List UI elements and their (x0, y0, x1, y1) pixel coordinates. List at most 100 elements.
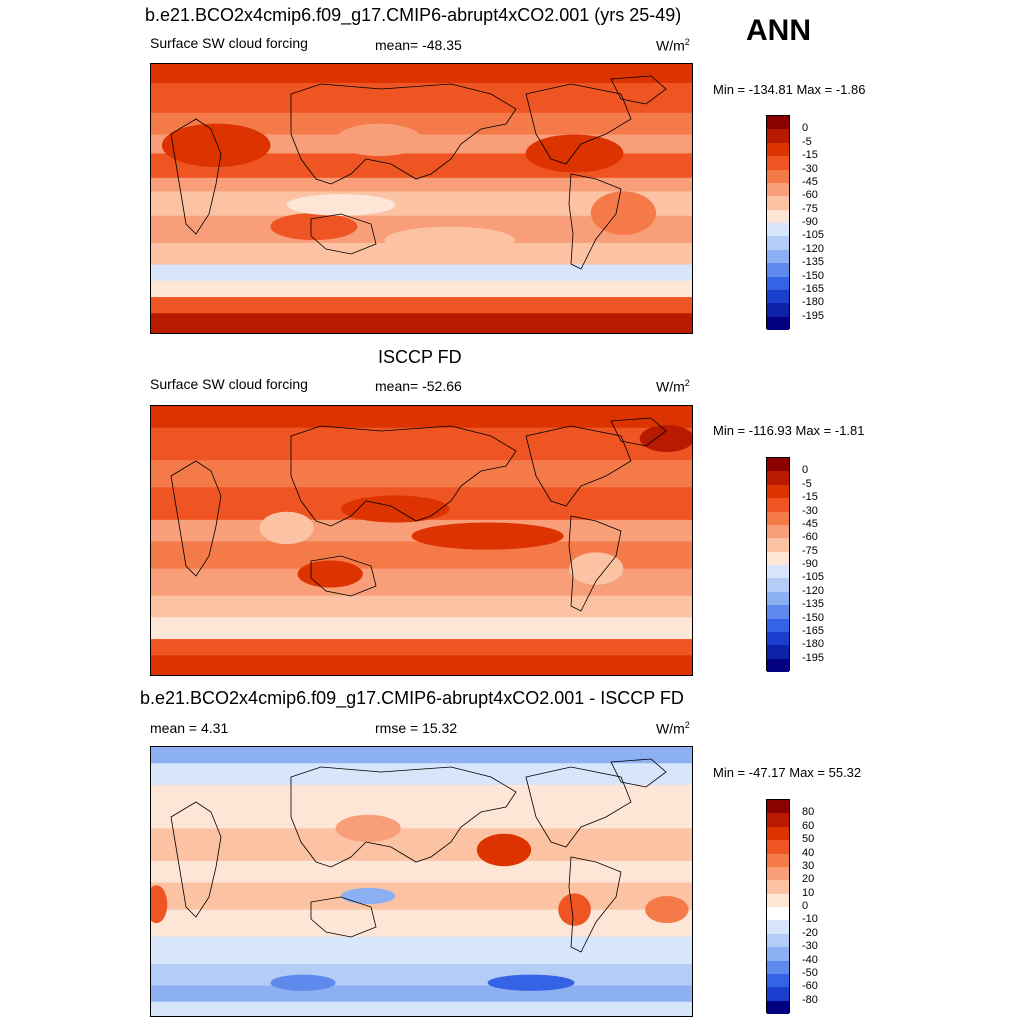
panel-1-units: W/m2 (656, 37, 690, 54)
field-band (151, 264, 692, 282)
field-blob (558, 893, 591, 926)
colorbar-swatch (767, 866, 789, 881)
panel-2-variable-label: Surface SW cloud forcing (150, 376, 308, 392)
panel-2-units: W/m2 (656, 378, 690, 395)
field-band (151, 64, 692, 84)
map-canvas (151, 64, 692, 333)
field-band (151, 242, 692, 266)
field-band (151, 595, 692, 619)
colorbar-swatch (767, 169, 789, 183)
colorbar-swatch (767, 511, 789, 525)
field-blob (569, 552, 624, 585)
colorbar-tick-label: -120 (802, 242, 825, 255)
coastline (568, 173, 622, 270)
coastline (310, 213, 377, 255)
colorbar-swatch (767, 196, 789, 210)
colorbar-swatch (767, 618, 789, 632)
field-blob (411, 522, 564, 550)
colorbar-tick-label: -75 (802, 202, 818, 215)
colorbar-swatch (767, 933, 789, 948)
colorbar-swatch (767, 249, 789, 264)
colorbar-tick-label: -135 (802, 598, 825, 611)
colorbar-tick-label: -30 (802, 162, 818, 175)
coastline (170, 801, 222, 918)
field-band (151, 112, 692, 136)
colorbar-swatch (767, 813, 789, 827)
field-blob (259, 511, 314, 545)
panel-1-colorbar (766, 115, 790, 330)
colorbar-swatch (767, 116, 789, 130)
colorbar-swatch (767, 826, 789, 841)
colorbar-swatch (767, 880, 789, 894)
colorbar-tick-label: -80 (802, 993, 818, 1006)
colorbar-swatch (767, 578, 789, 592)
colorbar-swatch (767, 987, 789, 1001)
panel-2-minmax: Min = -116.93 Max = -1.81 (713, 423, 865, 438)
colorbar-tick-label: 30 (802, 859, 815, 872)
coastline (290, 425, 517, 527)
panel-3-title: b.e21.BCO2x4cmip6.f09_g17.CMIP6-abrupt4x… (140, 688, 684, 708)
colorbar-swatch (767, 947, 789, 961)
coastline (568, 856, 622, 953)
colorbar-tick-label: -90 (802, 558, 818, 570)
colorbar-swatch (767, 129, 789, 143)
field-band (151, 1001, 692, 1016)
field-blob (270, 213, 358, 241)
panel-2-mean-label: mean= -52.66 (375, 378, 462, 394)
ann-label: ANN (746, 14, 811, 47)
colorbar-tick-label: -10 (802, 913, 818, 926)
colorbar-swatch (767, 631, 789, 646)
colorbar-tick-label: -195 (802, 651, 825, 664)
field-band (151, 784, 692, 830)
colorbar-tick-label: -150 (802, 611, 825, 624)
map-canvas (151, 406, 692, 675)
coastline (610, 75, 667, 105)
coastline (525, 83, 632, 165)
field-band (151, 406, 692, 429)
colorbar-tick-label: -180 (802, 638, 825, 651)
coastline (525, 425, 632, 507)
colorbar-tick-label: 0 (802, 464, 809, 477)
colorbar-tick-label: -90 (802, 216, 818, 228)
colorbar-tick-label: -5 (802, 135, 812, 148)
colorbar-swatch (767, 498, 789, 512)
colorbar-tick-label: -30 (802, 504, 818, 517)
colorbar-tick-label: 40 (802, 846, 815, 859)
colorbar-tick-label: -50 (802, 966, 818, 979)
field-blob (161, 123, 271, 167)
field-blob (476, 833, 532, 867)
field-blob (384, 226, 515, 254)
coastline (290, 766, 517, 868)
coastline (568, 515, 622, 612)
colorbar-swatch (767, 471, 789, 485)
colorbar-swatch (767, 289, 789, 304)
colorbar-tick-label: -195 (802, 309, 825, 322)
panel-3-colorbar (766, 799, 790, 1014)
colorbar-swatch (767, 591, 789, 606)
colorbar-swatch (767, 658, 789, 672)
colorbar-swatch (767, 303, 789, 317)
panel-1-map (150, 63, 693, 334)
colorbar-swatch (767, 316, 789, 330)
colorbar-swatch (767, 973, 789, 988)
panel-1-variable-label: Surface SW cloud forcing (150, 35, 308, 51)
colorbar-swatch (767, 209, 789, 223)
field-blob (286, 194, 396, 216)
field-blob (525, 134, 624, 173)
field-band (151, 909, 692, 938)
field-band (151, 639, 692, 657)
colorbar-tick-label: -120 (802, 584, 825, 597)
colorbar-tick-label: -60 (802, 189, 818, 202)
field-blob (341, 887, 396, 905)
field-blob (590, 191, 656, 235)
field-band (151, 936, 692, 965)
field-band (151, 427, 692, 462)
colorbar-swatch (767, 458, 789, 472)
field-blob (297, 560, 363, 588)
colorbar-tick-label: 80 (802, 806, 815, 819)
colorbar-tick-label: -40 (802, 953, 818, 966)
colorbar-swatch (767, 276, 789, 290)
colorbar-swatch (767, 853, 789, 867)
colorbar-tick-label: -5 (802, 477, 812, 490)
panel-3-rmse-label: rmse = 15.32 (375, 720, 458, 736)
